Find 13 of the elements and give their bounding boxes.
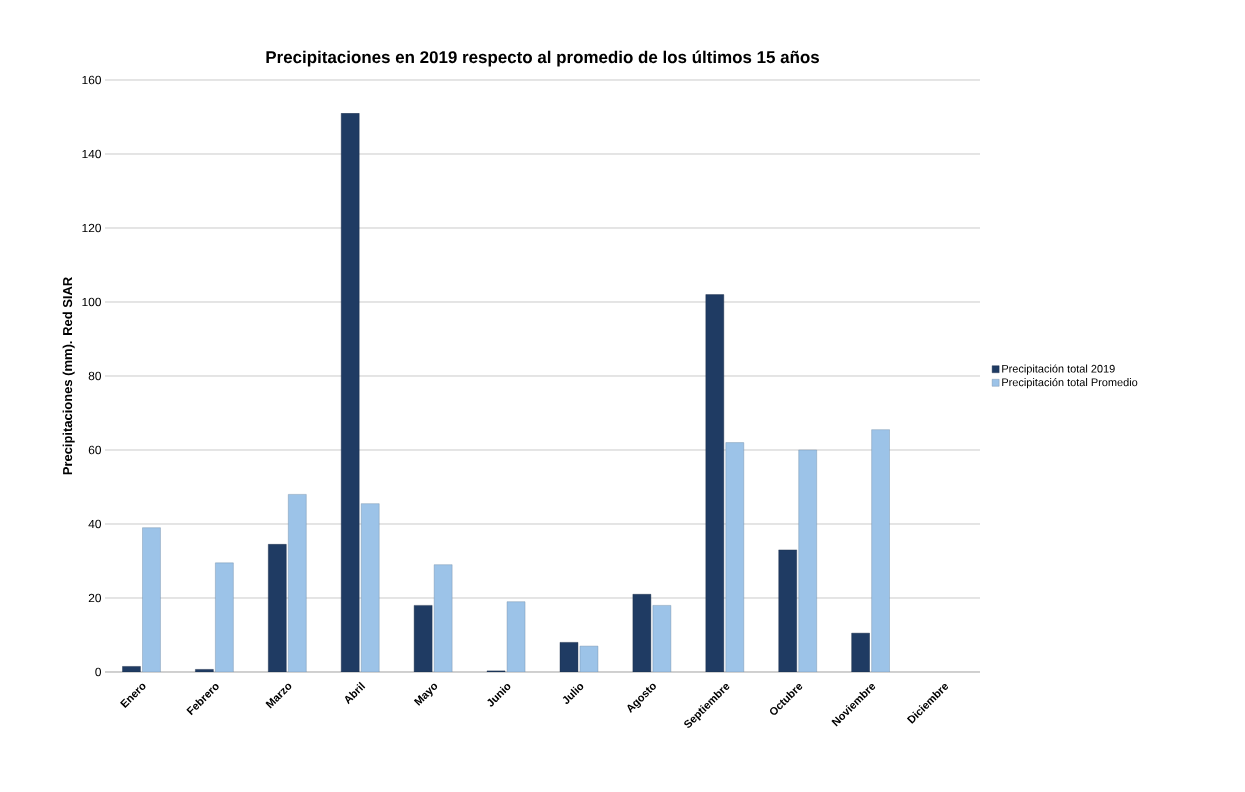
y-tick-label: 40 xyxy=(88,519,102,529)
y-tick-label: 0 xyxy=(95,667,102,677)
chart-title: Precipitaciones en 2019 respecto al promedio de los últimos 15 años xyxy=(266,50,819,67)
y-tick-label: 120 xyxy=(82,223,102,233)
y-tick-label: 100 xyxy=(82,297,102,307)
y-tick-label: 140 xyxy=(82,149,102,159)
legend-label: Precipitación total 2019 xyxy=(1002,364,1115,375)
y-tick-label: 20 xyxy=(88,593,102,603)
y-tick-label: 80 xyxy=(88,371,102,381)
y-tick-label: 60 xyxy=(88,445,102,455)
legend-label: Precipitación total Promedio xyxy=(1002,378,1138,389)
y-axis-title: Precipitaciones (mm). Red SIAR xyxy=(62,277,75,475)
y-tick-label: 160 xyxy=(82,75,102,85)
